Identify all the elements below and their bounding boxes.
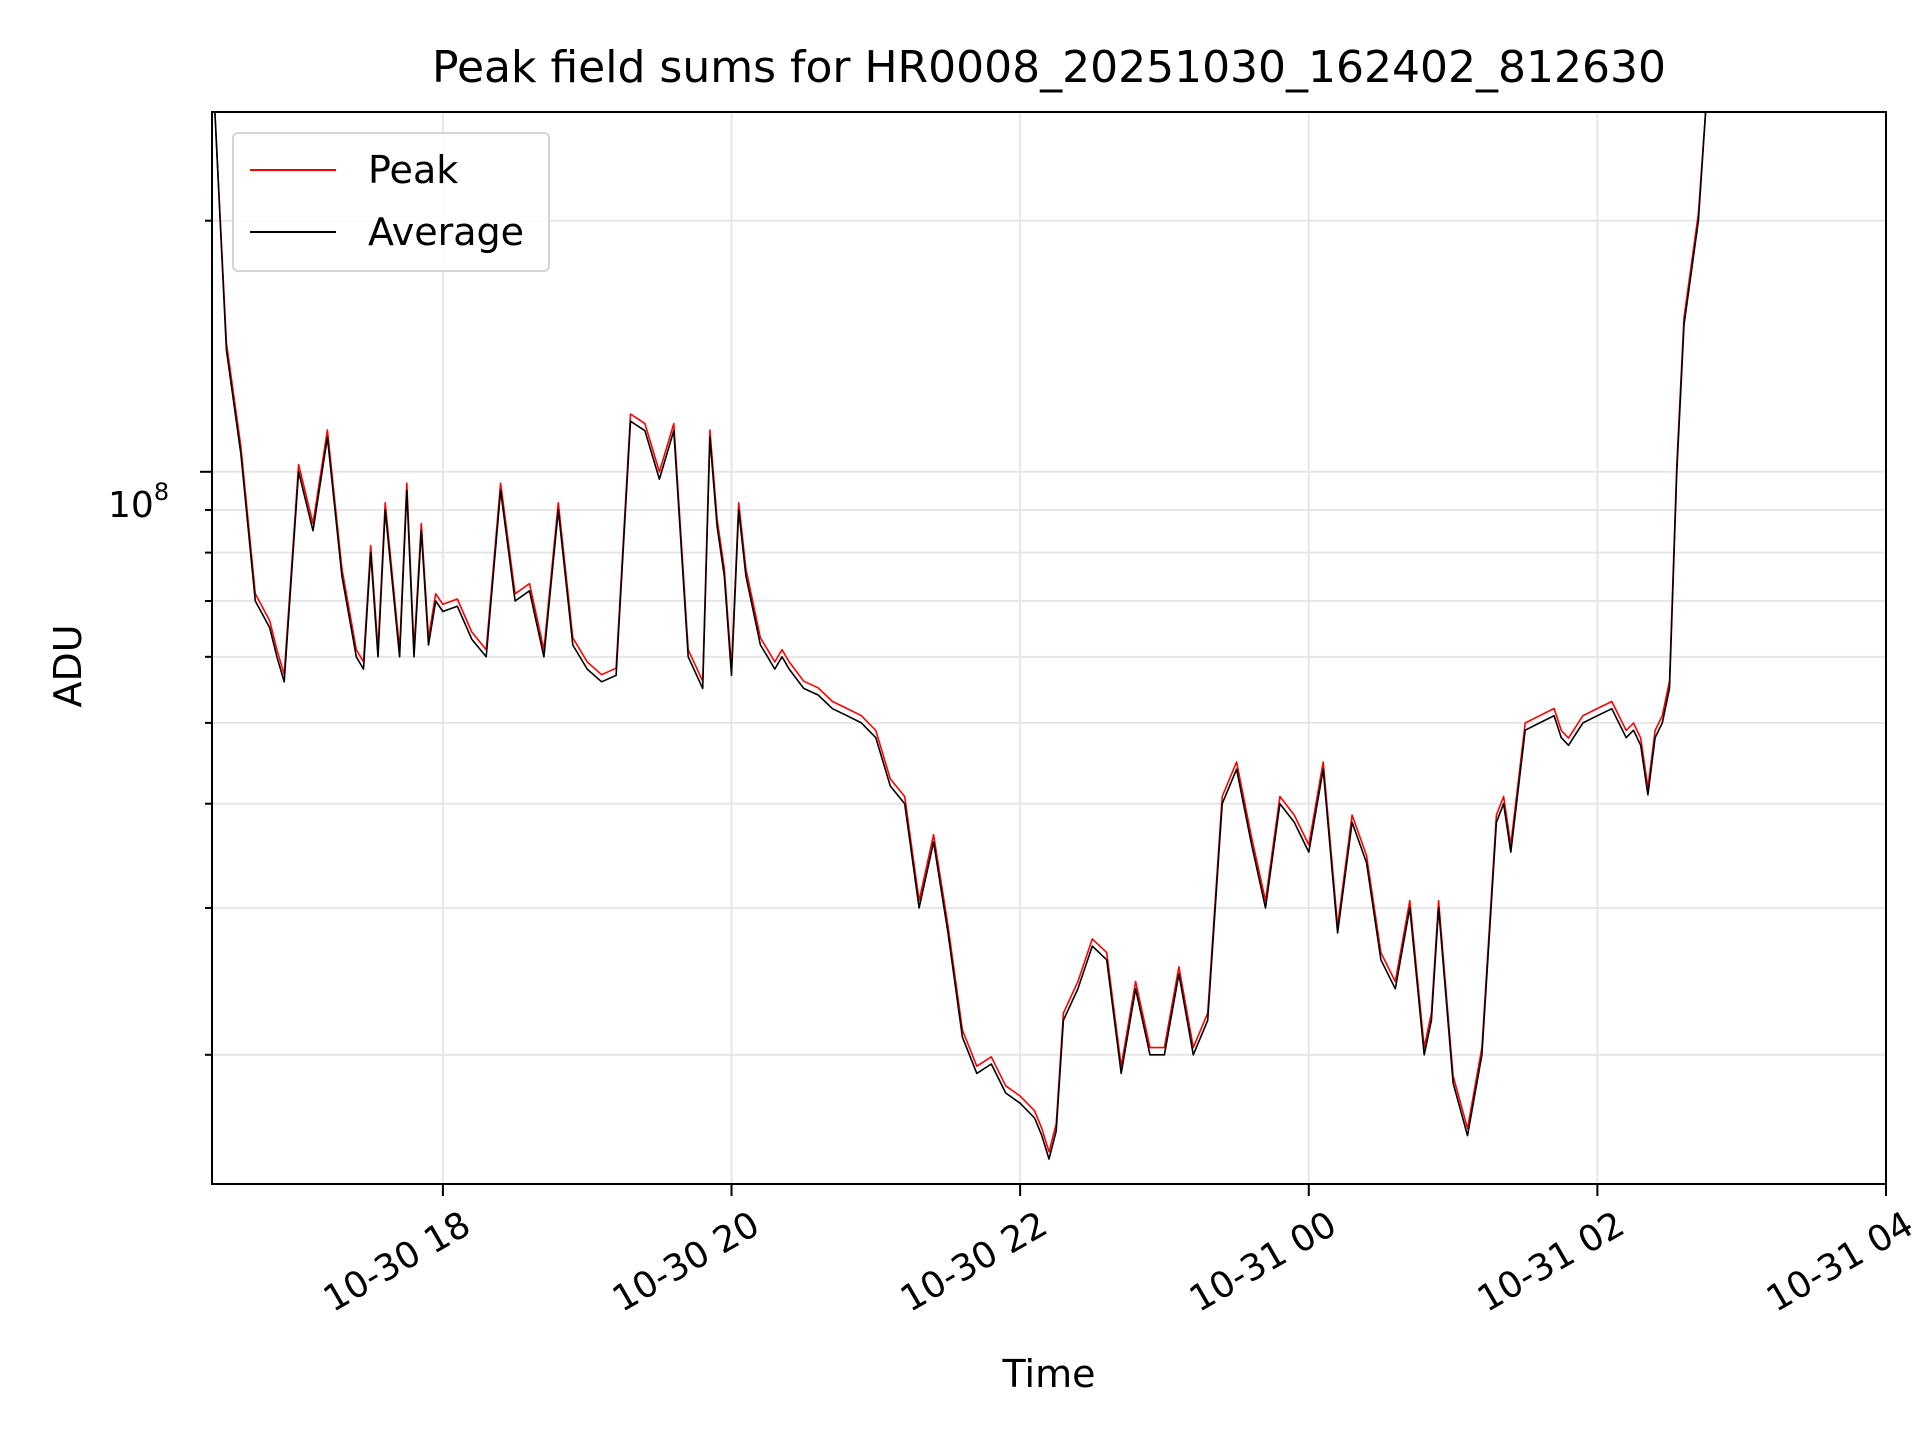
series-peak-line xyxy=(214,111,1707,1153)
y-axis-label: ADU xyxy=(46,624,90,708)
legend-label-peak: Peak xyxy=(368,148,459,192)
series-average xyxy=(214,111,1707,1160)
series-peak xyxy=(214,111,1707,1153)
legend-swatch-peak xyxy=(250,169,336,171)
legend-entry-average: Average xyxy=(250,210,525,254)
legend-entry-peak: Peak xyxy=(250,148,459,192)
legend-swatch-average xyxy=(250,231,336,233)
grid-lines xyxy=(212,112,1887,1184)
series-average-line xyxy=(214,111,1707,1160)
legend: Peak Average xyxy=(232,132,550,272)
chart-title: Peak field sums for HR0008_20251030_1624… xyxy=(432,42,1666,93)
plot-frame xyxy=(211,111,1887,1185)
legend-label-average: Average xyxy=(368,210,525,254)
x-axis-label: Time xyxy=(1002,1352,1096,1396)
axis-ticks xyxy=(200,219,1887,1196)
y-tick-label: 108 xyxy=(108,478,170,526)
